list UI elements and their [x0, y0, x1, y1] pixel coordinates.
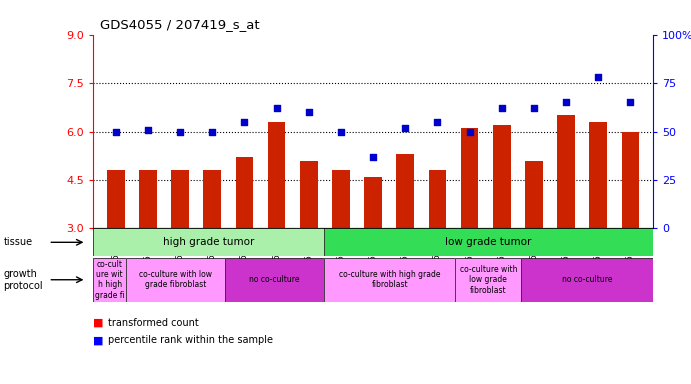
Text: ■: ■ — [93, 335, 104, 345]
Point — [625, 99, 636, 106]
Text: co-cult
ure wit
h high
grade fi: co-cult ure wit h high grade fi — [95, 260, 124, 300]
Bar — [236, 157, 254, 228]
Bar — [171, 170, 189, 228]
Point — [529, 105, 540, 111]
Bar — [107, 170, 124, 228]
Point — [239, 119, 250, 125]
Point — [175, 129, 186, 135]
Point — [368, 154, 379, 160]
Text: co-culture with
low grade
fibroblast: co-culture with low grade fibroblast — [460, 265, 517, 295]
Bar — [364, 177, 382, 228]
Bar — [525, 161, 543, 228]
Point — [400, 124, 411, 131]
Bar — [589, 122, 607, 228]
Text: growth
protocol: growth protocol — [3, 269, 43, 291]
Bar — [428, 170, 446, 228]
Bar — [300, 161, 318, 228]
Bar — [493, 125, 511, 228]
Bar — [203, 170, 221, 228]
Bar — [461, 128, 478, 228]
Text: co-culture with high grade
fibroblast: co-culture with high grade fibroblast — [339, 270, 440, 290]
Point — [207, 129, 218, 135]
Bar — [139, 170, 157, 228]
Point — [303, 109, 314, 115]
Point — [111, 129, 122, 135]
Point — [335, 129, 346, 135]
Point — [464, 129, 475, 135]
Text: GDS4055 / 207419_s_at: GDS4055 / 207419_s_at — [100, 18, 260, 31]
Bar — [622, 132, 639, 228]
Text: transformed count: transformed count — [108, 318, 199, 328]
Text: tissue: tissue — [3, 237, 32, 247]
Bar — [332, 170, 350, 228]
Text: high grade tumor: high grade tumor — [163, 237, 254, 247]
Text: no co-culture: no co-culture — [249, 275, 300, 284]
Bar — [268, 122, 285, 228]
Text: low grade tumor: low grade tumor — [445, 237, 531, 247]
Point — [496, 105, 507, 111]
Text: percentile rank within the sample: percentile rank within the sample — [108, 335, 274, 345]
Bar — [558, 115, 575, 228]
Point — [432, 119, 443, 125]
Text: ■: ■ — [93, 318, 104, 328]
Point — [560, 99, 571, 106]
Point — [142, 126, 153, 132]
Bar — [397, 154, 414, 228]
Point — [271, 105, 282, 111]
Point — [593, 74, 604, 80]
Text: no co-culture: no co-culture — [562, 275, 612, 284]
Text: co-culture with low
grade fibroblast: co-culture with low grade fibroblast — [139, 270, 212, 290]
